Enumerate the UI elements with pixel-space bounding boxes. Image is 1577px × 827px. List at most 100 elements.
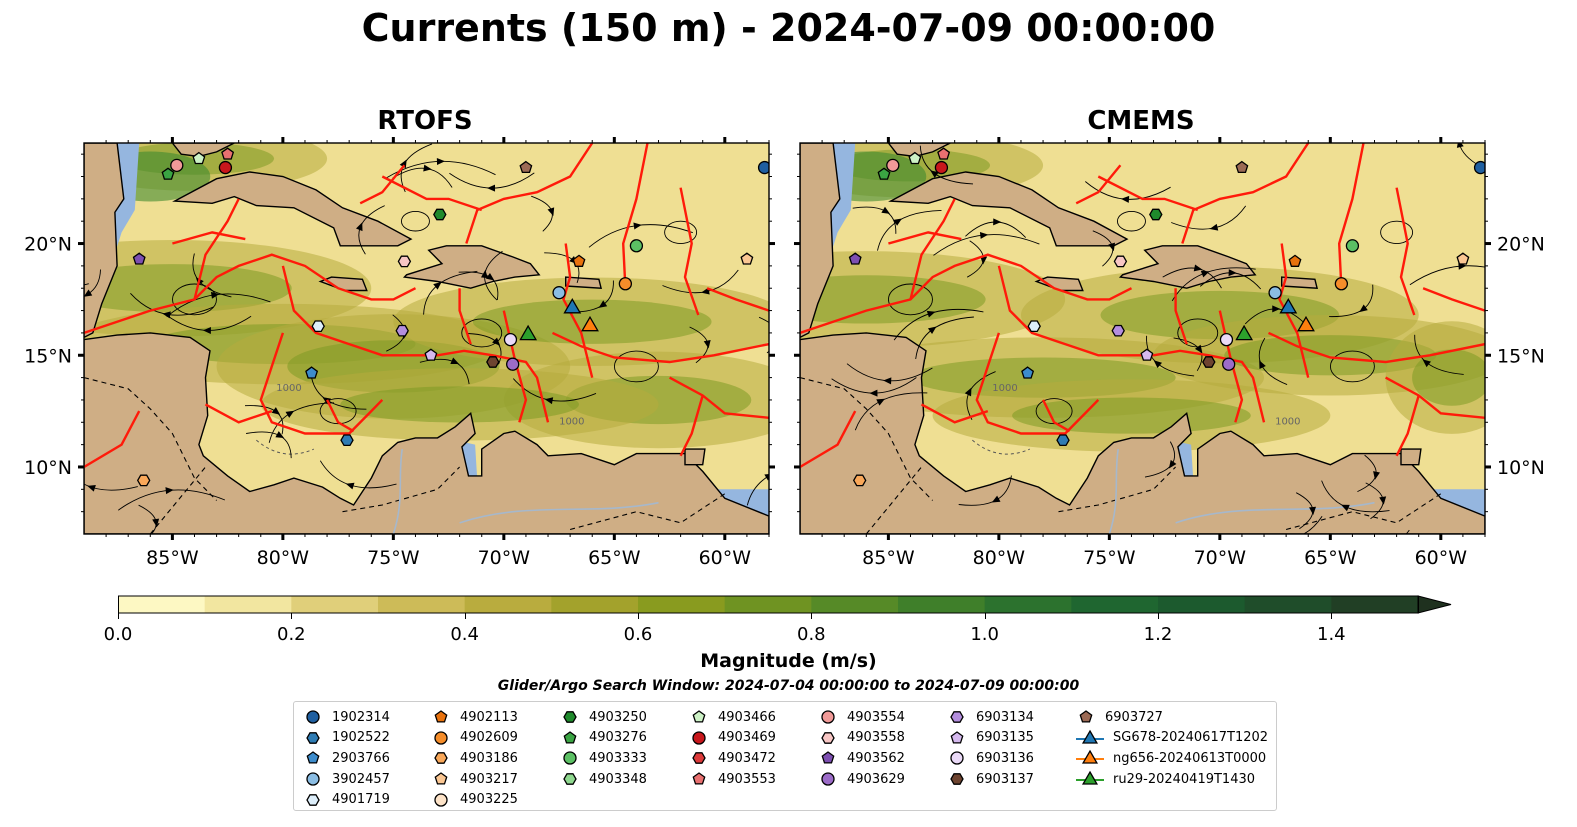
- streamline-arrow: [703, 340, 711, 349]
- lon-tick-label: 75°W: [367, 547, 420, 569]
- lat-tick-label: 10°N: [24, 457, 72, 479]
- legend-entry: 6903136: [946, 748, 1034, 769]
- legend-symbol: [563, 731, 577, 744]
- eez-boundary: [1097, 175, 1199, 212]
- legend-symbol: [434, 772, 448, 785]
- streamline-eddy: [319, 398, 357, 425]
- argo-float-marker: [1456, 252, 1470, 265]
- legend-entry: 4903348: [559, 769, 647, 790]
- argo-float-marker: [170, 158, 184, 172]
- legend-label: 4902609: [460, 730, 518, 746]
- argo-float-marker: [937, 147, 951, 160]
- lon-tick-label: 80°W: [973, 547, 1026, 569]
- legend-marker-icon: [1076, 770, 1104, 785]
- streamline-arrow: [1287, 535, 1296, 542]
- streamline-arrow: [1309, 506, 1317, 516]
- glider-marker: [581, 315, 599, 332]
- legend-marker-icon: [306, 710, 320, 724]
- argo-float-marker: [519, 160, 533, 174]
- streamline-arrow: [881, 206, 891, 214]
- streamline: [1249, 515, 1323, 534]
- legend-symbol: [306, 732, 320, 744]
- streamline-arrow: [926, 310, 936, 318]
- streamline-eddy: [613, 350, 659, 383]
- argo-float-marker: [221, 147, 235, 160]
- legend-marker-icon: [306, 732, 320, 744]
- land: [800, 143, 841, 339]
- streamline-arrow: [480, 269, 488, 279]
- legend-entry: 6903727: [1075, 707, 1268, 728]
- eez-boundary: [281, 265, 438, 357]
- streamline-arrow: [927, 326, 937, 335]
- legend-label: 4903562: [847, 750, 905, 766]
- eez-boundary: [1042, 399, 1071, 433]
- legend-marker-icon: [692, 710, 706, 723]
- argo-float-marker: [486, 356, 500, 368]
- legend-entry: 4903217: [430, 769, 518, 790]
- colorbar-extend-arrow: [1417, 595, 1452, 614]
- map-panel-rtofs: 1000 1000 85°W 80°W 75°W 70°W 65°W 60°W 20°N 15°N…: [24, 137, 775, 569]
- legend-entry: 6903134: [946, 707, 1034, 728]
- eez-boundary: [259, 332, 384, 435]
- streamline-arrow: [964, 387, 972, 397]
- land: [172, 171, 413, 247]
- colorbar-segment: [1331, 596, 1419, 613]
- legend-triangle: [1081, 770, 1099, 785]
- streamline-arrow: [764, 473, 769, 481]
- map-frame: [83, 142, 770, 535]
- colorbar-tick-label: 1.2: [1143, 624, 1173, 645]
- panel-title-cmems: CMEMS: [1087, 106, 1195, 136]
- colorbar-tick-mark: [1331, 613, 1333, 619]
- colorbar-segment: [811, 596, 899, 613]
- legend-entry: 4903250: [559, 707, 647, 728]
- country-border: [1058, 466, 1176, 513]
- streamline-arrow: [1153, 360, 1163, 369]
- streamline-eddy: [1117, 210, 1146, 232]
- streamline-arrow: [980, 256, 988, 265]
- legend-marker-icon: [563, 711, 577, 724]
- legend-symbol: [434, 731, 448, 745]
- legend-symbol: [950, 731, 964, 744]
- legend-entry: 4902609: [430, 728, 518, 749]
- legend-symbol: [692, 752, 706, 765]
- legend-symbol: [434, 752, 448, 765]
- legend-marker-icon: [306, 751, 320, 765]
- country-border: [569, 493, 726, 531]
- legend-entry: 4903333: [559, 748, 647, 769]
- argo-float-marker: [877, 167, 891, 180]
- legend-label: 3902457: [332, 771, 390, 787]
- argo-float-marker: [132, 252, 146, 265]
- lon-tick-label: 60°W: [1415, 547, 1468, 569]
- streamline-arrow: [436, 157, 445, 165]
- legend-symbol: [950, 773, 964, 785]
- legend-label: 4903217: [460, 771, 518, 787]
- argo-float-marker: [340, 434, 354, 447]
- streamline-arrow: [210, 291, 220, 299]
- isobath-1000: [972, 439, 1031, 455]
- streamline-arrow: [87, 484, 96, 492]
- streamline-arrow: [1422, 359, 1431, 368]
- colorbar-tick-mark: [1158, 613, 1159, 619]
- legend-symbol: [821, 732, 835, 744]
- streamline-arrow: [1193, 264, 1203, 272]
- streamline-arrow: [544, 397, 554, 405]
- map-frame: [799, 142, 1486, 535]
- colorbar-tick-mark: [638, 613, 639, 619]
- glider-marker: [519, 324, 538, 341]
- colorbar-tick-label: 0.8: [797, 624, 826, 645]
- lon-tick-label: 85°W: [862, 547, 915, 569]
- legend-column: 1902314 1902522 2903766 3902457 4901719: [302, 707, 390, 810]
- lon-tick-label: 85°W: [146, 547, 199, 569]
- country-border: [84, 377, 217, 501]
- legend-entry: 4903629: [817, 769, 905, 790]
- eez-boundary: [975, 332, 1100, 435]
- streamline: [84, 283, 89, 286]
- legend-label: 6903136: [976, 750, 1034, 766]
- legend-label: 2903766: [332, 750, 390, 766]
- streamline-arrow: [165, 487, 174, 495]
- streamline-arrow: [162, 311, 171, 319]
- land: [1280, 276, 1319, 289]
- land: [84, 332, 769, 534]
- legend-entry: 4903554: [817, 707, 905, 728]
- legend-marker-icon: [1079, 710, 1093, 723]
